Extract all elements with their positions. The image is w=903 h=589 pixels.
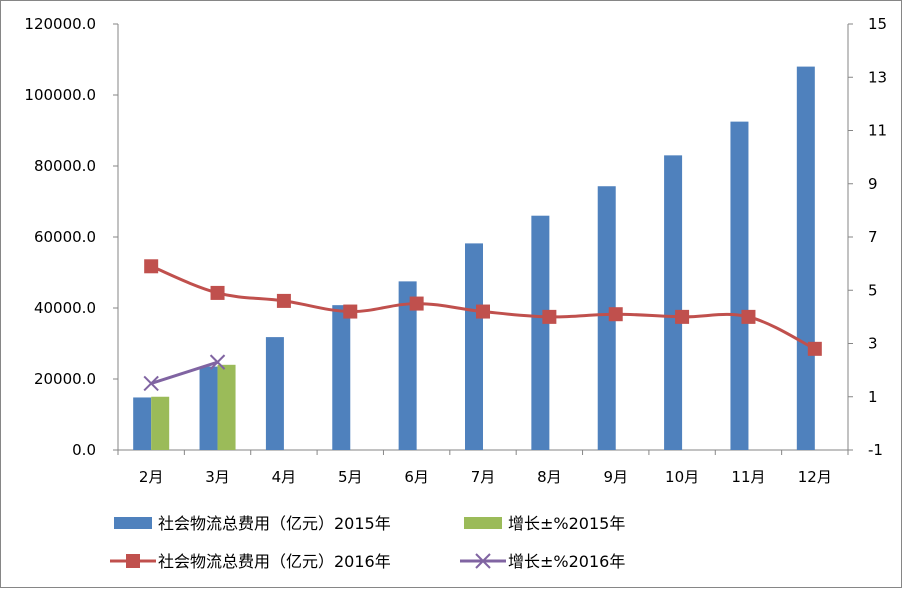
point-growth-2016 (209, 354, 226, 370)
point-cost-2016 (409, 296, 424, 311)
legend: 社会物流总费用（亿元）2015年 增长±%2015年社会物流总费用（亿元）2016… (110, 514, 625, 571)
bar-cost-2015 (465, 243, 483, 450)
x-tick-label: 9月 (603, 468, 628, 486)
tick-labels: 0.0 20000.0 40000.0 60000.0 80000.0 100000.0 1… (24, 15, 887, 486)
bar-cost-2015 (133, 397, 152, 450)
left-tick-label: 40000.0 (34, 299, 96, 317)
bar-cost-2015 (597, 186, 616, 451)
left-tick-label: 120000.0 (24, 15, 96, 33)
bar-cost-2015 (398, 281, 417, 450)
right-tick-label: 9 (868, 175, 878, 193)
legend-label: 增长±%2015年 (508, 514, 625, 533)
bar-growth-2015 (151, 396, 170, 450)
right-tick-label: 15 (868, 15, 887, 33)
bar-growth-2015 (217, 364, 236, 450)
x-tick-label: 10月 (665, 468, 699, 486)
x-tick-label: 8月 (537, 468, 562, 486)
right-tick-label: 11 (868, 122, 887, 140)
right-tick-label: -1 (868, 441, 883, 459)
left-tick-label: 20000.0 (34, 370, 96, 388)
point-cost-2016 (276, 293, 291, 308)
bar-cost-2015 (531, 215, 550, 450)
bars (133, 66, 815, 451)
legend-label: 增长±%2016年 (508, 552, 625, 571)
point-cost-2016 (210, 285, 225, 300)
x-tick-label: 3月 (205, 468, 230, 486)
point-cost-2016 (542, 309, 557, 324)
point-cost-2016 (608, 307, 623, 322)
right-tick-label: 3 (868, 335, 878, 353)
right-tick-label: 1 (868, 388, 878, 406)
lines (143, 259, 822, 392)
legend-item: 社会物流总费用（亿元）2016年 (110, 552, 391, 571)
point-cost-2016 (675, 309, 690, 324)
left-tick-label: 0.0 (72, 441, 96, 459)
legend-label: 社会物流总费用（亿元）2015年 (158, 514, 391, 533)
bar-cost-2015 (730, 121, 749, 450)
legend-swatch-marker (126, 554, 140, 568)
bar-cost-2015 (796, 66, 815, 450)
bar-cost-2015 (332, 305, 351, 450)
x-tick-label: 11月 (731, 468, 765, 486)
x-tick-label: 4月 (272, 468, 297, 486)
x-tick-label: 6月 (404, 468, 429, 486)
point-cost-2016 (476, 304, 490, 319)
point-cost-2016 (741, 309, 756, 324)
bar-cost-2015 (199, 366, 218, 450)
legend-label: 社会物流总费用（亿元）2016年 (158, 552, 391, 571)
point-cost-2016 (343, 304, 358, 319)
right-tick-label: 5 (868, 281, 878, 299)
legend-item: 增长±%2015年 (464, 514, 625, 533)
x-tick-label: 7月 (471, 468, 496, 486)
x-tick-label: 2月 (139, 468, 164, 486)
x-tick-label: 12月 (798, 468, 832, 486)
left-tick-label: 80000.0 (34, 157, 96, 175)
legend-swatch (114, 517, 152, 529)
left-tick-label: 100000.0 (24, 86, 96, 104)
point-cost-2016 (144, 259, 159, 274)
bar-cost-2015 (664, 155, 683, 450)
point-cost-2016 (807, 341, 822, 356)
x-tick-label: 5月 (338, 468, 363, 486)
point-growth-2016 (143, 375, 159, 392)
right-tick-label: 7 (868, 228, 878, 246)
bar-cost-2015 (265, 337, 284, 450)
line-growth-2016 (150, 360, 219, 385)
legend-item: 增长±%2016年 (460, 552, 625, 571)
left-tick-label: 60000.0 (34, 228, 96, 246)
legend-swatch (464, 517, 502, 529)
right-tick-label: 13 (868, 68, 887, 86)
legend-item: 社会物流总费用（亿元）2015年 (114, 514, 391, 533)
